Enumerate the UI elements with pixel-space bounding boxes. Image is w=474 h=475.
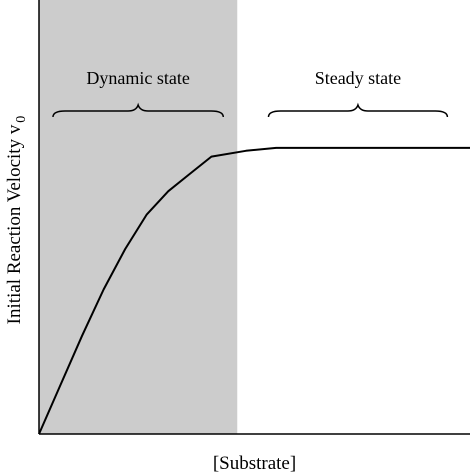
region-label-0: Dynamic state — [86, 68, 189, 88]
region-label-1: Steady state — [315, 68, 401, 88]
region-labels: Dynamic state Steady state — [86, 68, 401, 88]
y-axis-label-subscript: 0 — [14, 116, 29, 123]
y-axis-label: Initial Reaction Velocity v0 — [4, 116, 29, 325]
dynamic-state-shaded-region — [39, 0, 238, 434]
x-axis-label: [Substrate] — [213, 453, 296, 474]
region-brace-0 — [52, 102, 225, 118]
y-axis-label-main: Initial Reaction Velocity v — [4, 124, 25, 324]
reaction-velocity-curve — [38, 146, 470, 435]
region-brace-1 — [267, 102, 449, 118]
region-braces — [52, 102, 449, 118]
axes — [38, 0, 470, 435]
